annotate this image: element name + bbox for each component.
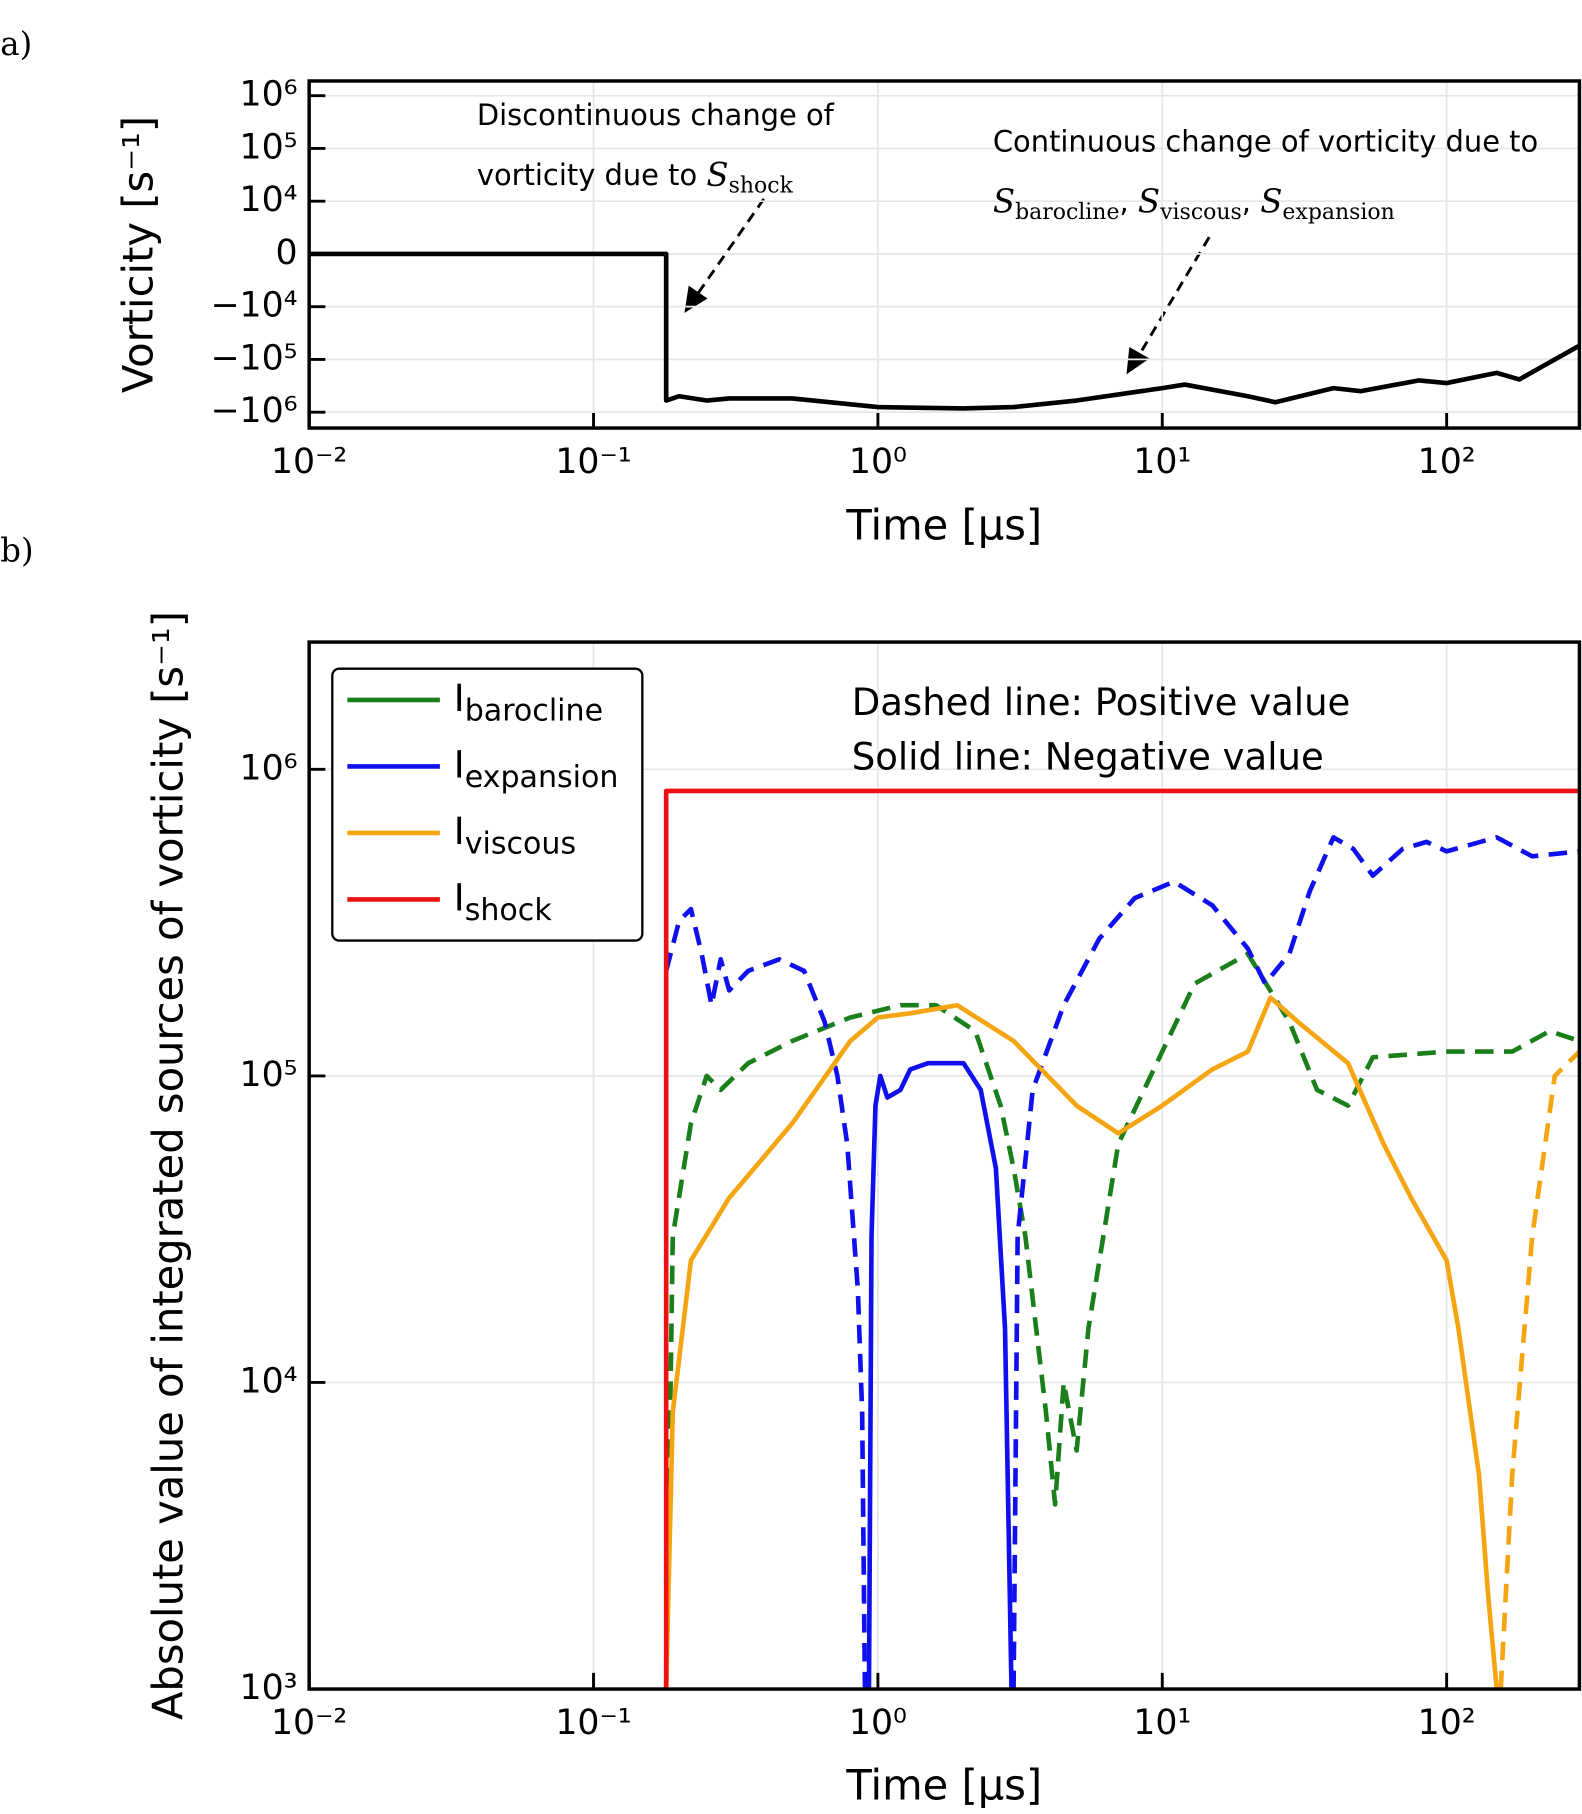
legend-sub: barocline	[465, 693, 603, 728]
note: Dashed line: Positive value	[852, 681, 1351, 724]
plot-frame	[307, 79, 1582, 430]
y-tick-label: 10⁴	[240, 1361, 298, 1401]
subscript: expansion	[1282, 200, 1394, 225]
x-tick-label: 10⁻²	[271, 442, 347, 482]
legend-label: Ibarocline	[454, 676, 603, 728]
separator: ,	[1242, 185, 1251, 219]
annotation: Continuous change of vorticity due to	[993, 124, 1538, 158]
line	[663, 788, 1580, 1690]
annotation: Sbarocline, Sviscous, Sexpansion	[993, 182, 1395, 225]
arrow	[1135, 236, 1211, 361]
legend-label: Ishock	[454, 876, 553, 928]
y-tick-label: 0	[276, 233, 298, 273]
x-tick-label: 10⁰	[849, 1703, 907, 1743]
panel-label: a)	[0, 25, 32, 63]
y-tick-label: 10⁶	[240, 748, 298, 788]
subscript: barocline	[1015, 200, 1119, 225]
line	[663, 951, 1581, 1690]
annotation-text: Continuous change of vorticity due to	[993, 124, 1538, 158]
x-tick-label: 10¹	[1133, 1703, 1191, 1743]
annotation-text: vorticity due to	[477, 158, 697, 192]
legend-sub: viscous	[465, 826, 576, 861]
plot-frame	[307, 640, 1582, 1691]
y-axis-label: Absolute value of integrated sources of …	[143, 611, 192, 1720]
y-tick-label: −10⁵	[210, 338, 297, 378]
y-tick-label: −10⁶	[210, 391, 297, 431]
symbol: S	[1260, 182, 1282, 220]
y-tick-label: 10⁵	[240, 127, 298, 167]
annotation: vorticity due to Sshock	[477, 156, 794, 199]
subscript: viscous	[1159, 200, 1242, 225]
note: Solid line: Negative value	[852, 735, 1324, 778]
legend-name: I	[454, 809, 465, 852]
line	[309, 251, 1581, 411]
x-axis-label: Time [μs]	[845, 501, 1042, 550]
legend-name: I	[454, 676, 465, 719]
legend-sub: expansion	[465, 760, 619, 795]
x-axis-label: Time [μs]	[845, 1761, 1042, 1810]
y-tick-label: −10⁴	[210, 286, 297, 326]
x-tick-label: 10²	[1418, 1703, 1476, 1743]
line	[663, 995, 1500, 1690]
legend-label: Iviscous	[454, 809, 576, 861]
arrows	[684, 198, 1211, 375]
y-tick-label: 10⁵	[240, 1055, 298, 1095]
y-tick-label: 10³	[240, 1668, 298, 1708]
separator: ,	[1119, 185, 1128, 219]
x-tick-label: 10¹	[1133, 442, 1191, 482]
x-tick-label: 10⁻²	[271, 1703, 347, 1743]
y-axis-label: Vorticity [s⁻¹]	[113, 116, 162, 393]
symbol: S	[993, 182, 1015, 220]
arrow-head	[684, 285, 708, 313]
legend-name: I	[454, 876, 465, 919]
x-tick-label: 10⁰	[849, 442, 907, 482]
arrow	[693, 198, 765, 300]
annotation-text: Discontinuous change of	[477, 98, 835, 132]
legend-name: I	[454, 743, 465, 786]
line	[663, 906, 868, 1690]
subscript: shock	[729, 173, 794, 198]
y-tick-label: 10⁶	[240, 75, 298, 115]
symbol: S	[1138, 182, 1160, 220]
x-tick-label: 10²	[1418, 442, 1476, 482]
annotation: Discontinuous change of	[477, 98, 835, 132]
line	[866, 1060, 1014, 1690]
symbol: S	[706, 156, 728, 194]
legend-sub: shock	[465, 893, 553, 928]
y-tick-label: 10⁴	[240, 180, 298, 220]
arrow-head	[1126, 347, 1150, 375]
x-tick-label: 10⁻¹	[555, 442, 631, 482]
legend-label: Iexpansion	[454, 743, 619, 795]
panel-label: b)	[0, 531, 33, 569]
legend-box	[331, 667, 644, 942]
x-tick-label: 10⁻¹	[555, 1703, 631, 1743]
